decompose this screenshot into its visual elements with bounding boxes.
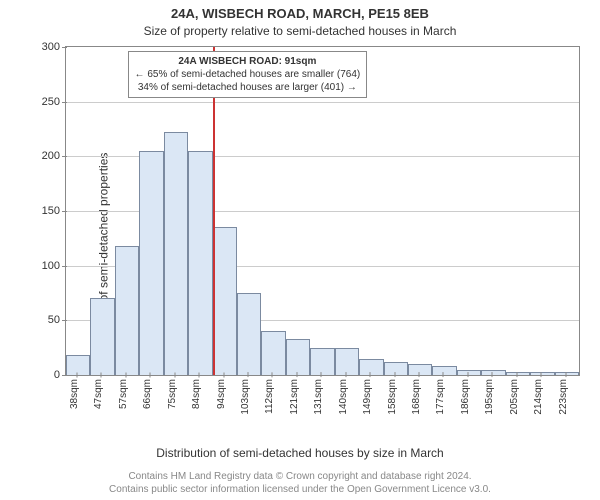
y-tick-label: 100 — [20, 260, 66, 272]
x-tick-label: 47sqm — [93, 379, 104, 409]
x-tick-label: 66sqm — [142, 379, 153, 409]
x-tick-label: 131sqm — [313, 379, 324, 415]
histogram-bar — [310, 348, 334, 375]
x-tick-label: 121sqm — [289, 379, 300, 415]
chart-container: 24A, WISBECH ROAD, MARCH, PE15 8EB Size … — [0, 0, 600, 500]
histogram-bar — [286, 339, 310, 375]
histogram-bar — [457, 370, 481, 375]
x-tick-label: 168sqm — [411, 379, 422, 415]
x-tick-label: 205sqm — [509, 379, 520, 415]
gridline — [66, 102, 579, 103]
x-tick-label: 94sqm — [216, 379, 227, 409]
x-tick-label: 38sqm — [69, 379, 80, 409]
histogram-bar — [90, 298, 114, 375]
histogram-bar — [261, 331, 285, 375]
x-tick-label: 84sqm — [191, 379, 202, 409]
x-tick-label: 214sqm — [533, 379, 544, 415]
histogram-bar — [213, 227, 237, 375]
x-tick-label: 223sqm — [558, 379, 569, 415]
y-tick-label: 200 — [20, 150, 66, 162]
x-tick-label: 158sqm — [387, 379, 398, 415]
info-line-smaller: ← 65% of semi-detached houses are smalle… — [135, 68, 361, 81]
y-tick-label: 250 — [20, 96, 66, 108]
histogram-bar — [164, 132, 188, 375]
y-tick-label: 300 — [20, 41, 66, 53]
x-tick-label: 57sqm — [118, 379, 129, 409]
chart-title: 24A, WISBECH ROAD, MARCH, PE15 8EB — [0, 6, 600, 21]
x-tick-label: 195sqm — [484, 379, 495, 415]
histogram-bar — [408, 364, 432, 375]
x-tick-label: 186sqm — [460, 379, 471, 415]
histogram-bar — [359, 359, 383, 375]
histogram-bar — [506, 372, 530, 375]
y-tick-label: 0 — [20, 369, 66, 381]
histogram-bar — [481, 370, 505, 375]
chart-subtitle: Size of property relative to semi-detach… — [0, 24, 600, 38]
histogram-bar — [188, 151, 212, 375]
histogram-bar — [66, 355, 90, 375]
y-tick-label: 150 — [20, 205, 66, 217]
x-tick-label: 140sqm — [338, 379, 349, 415]
footer-line-1: Contains HM Land Registry data © Crown c… — [0, 470, 600, 483]
y-tick-label: 50 — [20, 314, 66, 326]
x-tick-label: 177sqm — [435, 379, 446, 415]
x-axis-label: Distribution of semi-detached houses by … — [0, 446, 600, 460]
histogram-bar — [555, 372, 579, 375]
footer-line-2: Contains public sector information licen… — [0, 483, 600, 496]
info-line-larger: 34% of semi-detached houses are larger (… — [135, 81, 361, 94]
info-title: 24A WISBECH ROAD: 91sqm — [135, 55, 361, 68]
x-tick-label: 103sqm — [240, 379, 251, 415]
histogram-bar — [115, 246, 139, 375]
histogram-bar — [384, 362, 408, 375]
marker-info-box: 24A WISBECH ROAD: 91sqm ← 65% of semi-de… — [128, 51, 368, 98]
histogram-bar — [139, 151, 163, 375]
histogram-bar — [530, 372, 554, 375]
histogram-bar — [432, 366, 456, 375]
x-tick-label: 112sqm — [264, 379, 275, 414]
x-tick-label: 75sqm — [167, 379, 178, 409]
plot-area: 24A WISBECH ROAD: 91sqm ← 65% of semi-de… — [65, 46, 580, 376]
histogram-bar — [335, 348, 359, 375]
histogram-bar — [237, 293, 261, 375]
chart-footer: Contains HM Land Registry data © Crown c… — [0, 470, 600, 496]
x-tick-label: 149sqm — [362, 379, 373, 415]
